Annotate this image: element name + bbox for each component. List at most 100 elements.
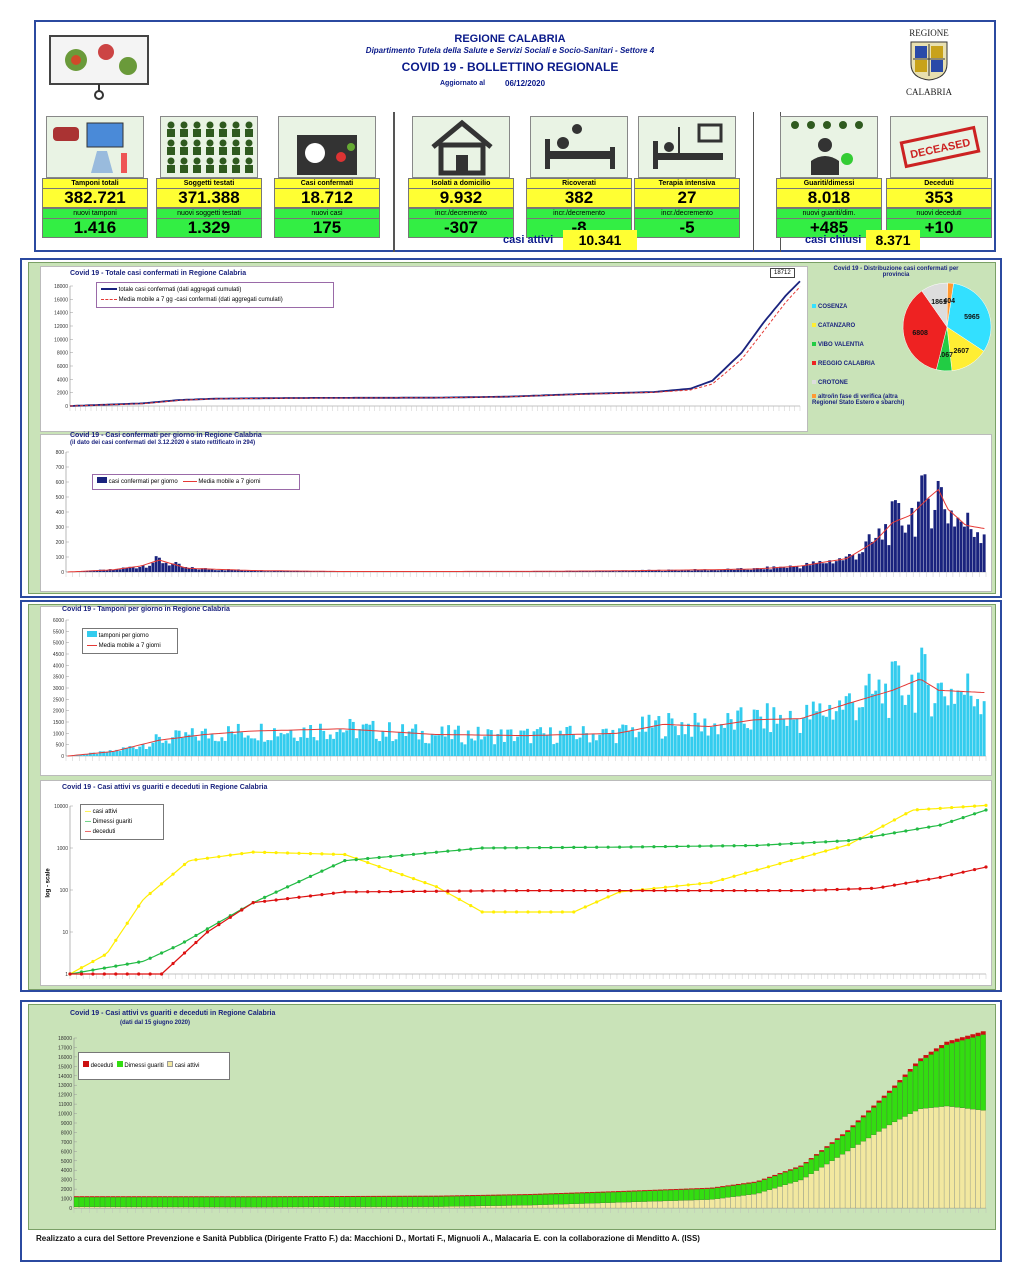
bar-active — [266, 1206, 272, 1209]
pie-value-label: 1067 — [937, 352, 953, 359]
bar-deceased — [600, 1191, 606, 1193]
y-tick-label: 2500 — [53, 697, 64, 703]
bar-deceased — [146, 1196, 152, 1198]
bar — [187, 568, 191, 572]
bar-recovered — [761, 1179, 767, 1192]
bar — [233, 734, 237, 756]
bar-deceased — [933, 1048, 939, 1052]
bar — [611, 570, 615, 572]
bar-active — [407, 1206, 413, 1209]
house-icon — [412, 116, 510, 178]
bar — [558, 730, 562, 756]
bar-active — [949, 1106, 955, 1209]
bar — [236, 569, 240, 572]
bar — [769, 732, 773, 756]
bar-recovered — [152, 1197, 158, 1208]
bar — [864, 541, 868, 572]
bar — [131, 567, 135, 572]
bar-active — [902, 1116, 908, 1209]
bar-active — [881, 1128, 887, 1209]
bar — [512, 741, 516, 756]
bar-recovered — [370, 1196, 377, 1207]
bar-active — [704, 1199, 710, 1209]
legend-entry: Media mobile a 7 giorni — [98, 643, 161, 649]
bar-deceased — [860, 1115, 866, 1118]
bar-deceased — [798, 1165, 804, 1167]
y-tick-label: 16000 — [54, 297, 68, 303]
bar-recovered — [464, 1195, 470, 1207]
bar — [933, 509, 937, 572]
bar — [187, 734, 191, 756]
bar-active — [318, 1206, 324, 1209]
pie-value-label: 6808 — [912, 330, 928, 337]
legend-swatch — [101, 298, 117, 300]
bar — [696, 569, 700, 572]
bar — [282, 571, 286, 572]
bar-deceased — [209, 1196, 215, 1198]
bar — [503, 741, 506, 756]
bar — [943, 696, 947, 756]
bar — [217, 741, 221, 756]
bar-active — [110, 1206, 116, 1209]
tile-sublabel: incr./decremento — [526, 208, 632, 219]
bar-deceased — [407, 1195, 413, 1197]
person-body-icon — [232, 129, 240, 137]
legend-entry: deceduti — [90, 1063, 114, 1069]
bar-recovered — [287, 1197, 293, 1208]
bar-deceased — [892, 1085, 898, 1088]
bar-recovered — [923, 1057, 929, 1109]
person-body-icon — [206, 129, 214, 137]
bar-recovered — [850, 1126, 856, 1148]
updated-date: 06/12/2020 — [505, 79, 546, 88]
bar — [772, 566, 776, 572]
bar-active — [329, 1206, 335, 1209]
bar — [164, 562, 168, 572]
bar-active — [282, 1206, 288, 1209]
bar-recovered — [188, 1197, 194, 1208]
bar-recovered — [845, 1131, 851, 1152]
bar-deceased — [652, 1189, 658, 1191]
bar — [575, 571, 579, 572]
bar — [841, 560, 845, 572]
bar-recovered — [303, 1196, 309, 1208]
bar — [289, 729, 293, 756]
pie-value-label: 1861 — [931, 299, 947, 306]
bar-recovered — [532, 1194, 538, 1206]
bar-deceased — [824, 1146, 830, 1148]
person-head-icon — [232, 121, 240, 129]
bar-recovered — [975, 1035, 981, 1110]
bar — [956, 517, 960, 572]
bar — [266, 571, 270, 572]
bar — [250, 738, 253, 756]
bar-recovered — [767, 1177, 773, 1190]
bar — [499, 729, 503, 756]
bar-recovered — [938, 1047, 945, 1107]
legend-entry: CROTONE — [818, 380, 848, 386]
bar — [591, 733, 595, 756]
bar — [131, 747, 135, 756]
bar-deceased — [595, 1191, 601, 1193]
bar-deceased — [725, 1185, 731, 1187]
bar-recovered — [480, 1195, 486, 1206]
bar-active — [120, 1206, 126, 1209]
bar — [213, 570, 217, 572]
bar — [588, 571, 592, 572]
bar-recovered — [344, 1196, 351, 1207]
bar-active — [647, 1201, 653, 1209]
bar — [838, 700, 842, 756]
bar — [177, 730, 181, 756]
bar-active — [485, 1205, 491, 1209]
bar-recovered — [683, 1189, 689, 1201]
y-tick-label: 8000 — [57, 351, 68, 357]
bar-active — [892, 1121, 898, 1209]
bar — [276, 736, 280, 756]
bar-recovered — [568, 1193, 575, 1204]
chart-total-legend: totale casi confermati (dati aggregati c… — [96, 282, 334, 308]
bar — [470, 738, 474, 756]
bar — [476, 726, 480, 756]
bar-deceased — [188, 1196, 194, 1198]
bar — [690, 570, 694, 572]
bar-recovered — [402, 1196, 408, 1207]
bar-recovered — [954, 1041, 960, 1108]
